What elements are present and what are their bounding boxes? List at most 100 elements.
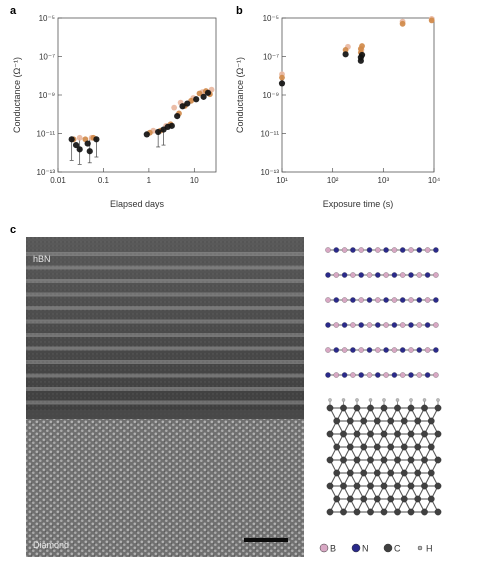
atomic-model — [325, 247, 442, 516]
nitrogen-atom — [433, 297, 439, 303]
chart-a-point-black — [143, 131, 150, 138]
chart-a: 10⁻¹³ 10⁻¹¹ 10⁻⁹ 10⁻⁷ 10⁻⁵ 0.01 0.1 1 10 Elapsed… — [12, 14, 217, 209]
boron-atom — [375, 347, 381, 353]
carbon-atom — [427, 443, 435, 451]
carbon-atom — [407, 482, 415, 490]
carbon-atom — [360, 495, 368, 503]
hydrogen-atom — [422, 398, 427, 402]
boron-atom — [433, 272, 439, 278]
carbon-atom — [346, 469, 354, 477]
carbon-atom — [380, 404, 388, 412]
chart-b-ytick-label: 10⁻¹¹ — [261, 130, 280, 139]
boron-atom — [424, 247, 431, 253]
nitrogen-atom — [375, 372, 381, 378]
carbon-atom — [394, 508, 401, 516]
nitrogen-atom — [333, 297, 340, 303]
boron-atom — [399, 372, 406, 378]
chart-b-point-orange — [399, 20, 406, 27]
carbon-atom — [421, 456, 428, 464]
chart-b-xtick-label: 10⁴ — [428, 176, 441, 185]
boron-atom — [399, 272, 406, 278]
boron-atom — [416, 322, 423, 328]
carbon-atom — [333, 443, 341, 451]
boron-atom — [358, 247, 364, 253]
carbon-atom — [346, 443, 354, 451]
nitrogen-atom — [399, 347, 406, 353]
carbon-atom — [333, 495, 341, 503]
chart-a-xtick-label: 0.01 — [50, 176, 66, 185]
carbon-atom — [387, 443, 395, 451]
legend-n-icon — [351, 543, 361, 553]
nitrogen-atom — [325, 272, 331, 278]
nitrogen-atom — [424, 272, 431, 278]
chart-b-xtick-label: 10² — [327, 176, 339, 185]
carbon-atom — [346, 495, 354, 503]
chart-a-point-black — [200, 93, 207, 100]
carbon-atom — [373, 495, 381, 503]
hydrogen-atom — [436, 398, 440, 402]
diamond-lattice-model — [326, 398, 442, 516]
nitrogen-atom — [391, 322, 398, 328]
nitrogen-atom — [366, 247, 373, 253]
carbon-atom — [421, 404, 428, 412]
carbon-atom — [333, 417, 341, 425]
legend-c-icon — [383, 543, 393, 553]
carbon-atom — [414, 469, 422, 477]
chart-a-xtick-label: 1 — [147, 176, 152, 185]
boron-atom — [333, 272, 340, 278]
panel-a-letter: a — [10, 5, 17, 17]
carbon-atom — [421, 508, 428, 516]
hbn-layers-model — [325, 247, 439, 378]
carbon-atom — [394, 404, 401, 412]
carbon-atom — [421, 482, 428, 490]
boron-atom — [350, 322, 356, 328]
nitrogen-atom — [358, 372, 364, 378]
boron-atom — [399, 322, 406, 328]
chart-b-xtick-label: 10³ — [378, 176, 390, 185]
nitrogen-atom — [333, 347, 340, 353]
nitrogen-atom — [341, 372, 348, 378]
boron-atom — [408, 347, 414, 353]
carbon-atom — [427, 469, 435, 477]
chart-b-ytick-label: 10⁻⁷ — [263, 53, 279, 62]
chart-a-point-pink — [171, 104, 178, 111]
nitrogen-atom — [325, 322, 331, 328]
boron-atom — [341, 247, 348, 253]
carbon-atom — [407, 404, 415, 412]
hydrogen-atom — [328, 398, 332, 402]
nitrogen-atom — [408, 272, 414, 278]
chart-b-ytick-label: 10⁻⁹ — [262, 91, 279, 100]
chart-a-xtick-label: 0.1 — [98, 176, 110, 185]
carbon-atom — [360, 443, 368, 451]
nitrogen-atom — [391, 272, 398, 278]
carbon-atom — [407, 456, 415, 464]
nitrogen-atom — [366, 297, 373, 303]
carbon-atom — [373, 469, 381, 477]
chart-b-point-black — [278, 80, 286, 87]
panel-c-letter: c — [10, 224, 16, 236]
carbon-atom — [387, 495, 395, 503]
carbon-atom — [326, 404, 334, 412]
carbon-atom — [434, 508, 442, 516]
chart-b-ytick-label: 10⁻⁵ — [263, 14, 279, 23]
chart-a-point-black — [155, 128, 162, 136]
chart-a-xtick-label: 10 — [190, 176, 199, 185]
nitrogen-atom — [350, 247, 356, 253]
legend-c-label: C — [394, 544, 401, 554]
boron-atom — [325, 247, 331, 253]
boron-atom — [341, 297, 348, 303]
chart-b-point-black — [342, 51, 349, 58]
chart-b: 10⁻¹³ 10⁻¹¹ 10⁻⁹ 10⁻⁷ 10⁻⁵ 10¹ 10² 10³ 10⁴ Expos… — [235, 14, 441, 209]
carbon-atom — [407, 508, 415, 516]
boron-atom — [383, 322, 389, 328]
nitrogen-atom — [408, 372, 414, 378]
hydrogen-atom — [355, 398, 359, 402]
carbon-atom — [380, 508, 388, 516]
carbon-atom — [373, 417, 381, 425]
nitrogen-atom — [408, 322, 414, 328]
carbon-atom — [421, 430, 428, 438]
nitrogen-atom — [341, 272, 348, 278]
chart-a-point-black — [68, 136, 75, 143]
chart-a-point-black — [174, 113, 181, 120]
